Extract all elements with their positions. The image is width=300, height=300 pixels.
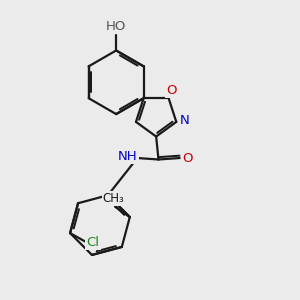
Text: NH: NH [118,150,138,163]
Text: N: N [180,114,189,127]
Text: O: O [182,152,192,164]
Text: O: O [166,84,177,97]
Text: Cl: Cl [86,236,100,249]
Text: HO: HO [106,20,127,33]
Text: CH₃: CH₃ [103,192,124,205]
